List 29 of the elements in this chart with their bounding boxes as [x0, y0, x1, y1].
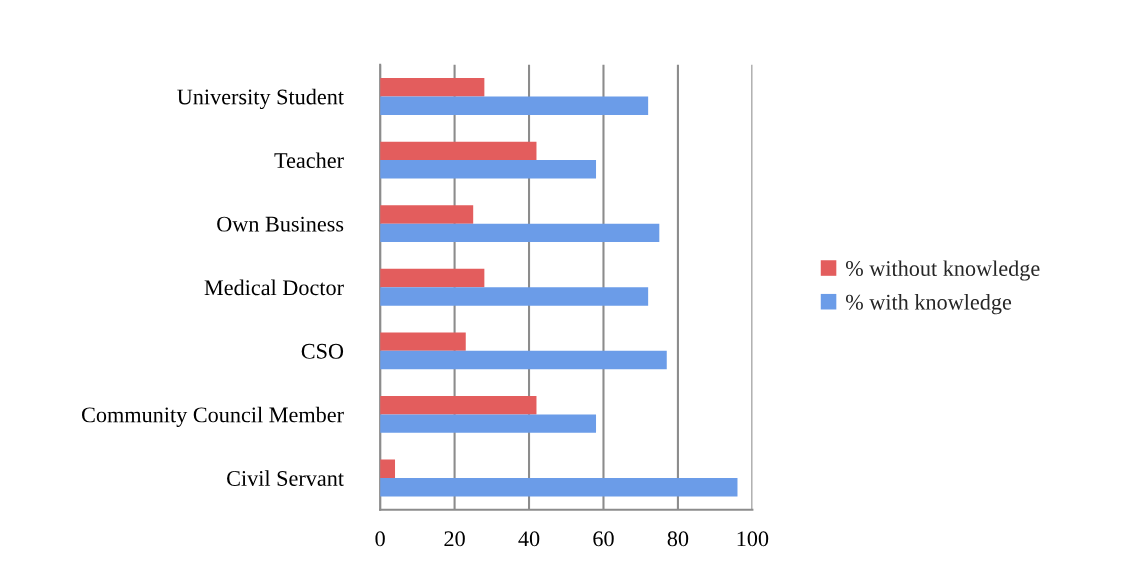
- x-tick-label: 80: [667, 531, 689, 547]
- legend-label: % with knowledge: [845, 294, 1012, 315]
- bar: [380, 205, 474, 224]
- y-tick-label: Teacher: [274, 152, 344, 169]
- y-tick-label: Community Council Member: [81, 406, 344, 427]
- legend-label: % without knowledge: [845, 260, 1040, 281]
- bar: [380, 350, 667, 370]
- bar: [380, 478, 738, 497]
- bar: [380, 332, 466, 351]
- bar: [380, 96, 649, 115]
- bar: [380, 160, 597, 179]
- y-tick-label: CSO: [301, 343, 344, 359]
- bar: [380, 141, 537, 161]
- y-tick-label: Civil Servant: [227, 470, 344, 486]
- y-tick-label: Medical Doctor: [204, 279, 344, 296]
- x-tick-label: 40: [518, 531, 540, 547]
- bar: [380, 78, 485, 97]
- bar: [380, 268, 485, 288]
- bar: [380, 395, 537, 415]
- bar: [380, 223, 660, 243]
- x-tick-label: 20: [444, 531, 465, 547]
- x-tick-label: 60: [593, 531, 614, 547]
- x-tick-label: 0: [375, 531, 385, 547]
- x-tick-label: 100: [737, 531, 769, 547]
- bar: [380, 287, 649, 306]
- bar: [380, 414, 597, 433]
- y-tick-label: University Student: [177, 88, 344, 110]
- bar: [380, 459, 396, 479]
- y-tick-label: Own Business: [217, 216, 344, 232]
